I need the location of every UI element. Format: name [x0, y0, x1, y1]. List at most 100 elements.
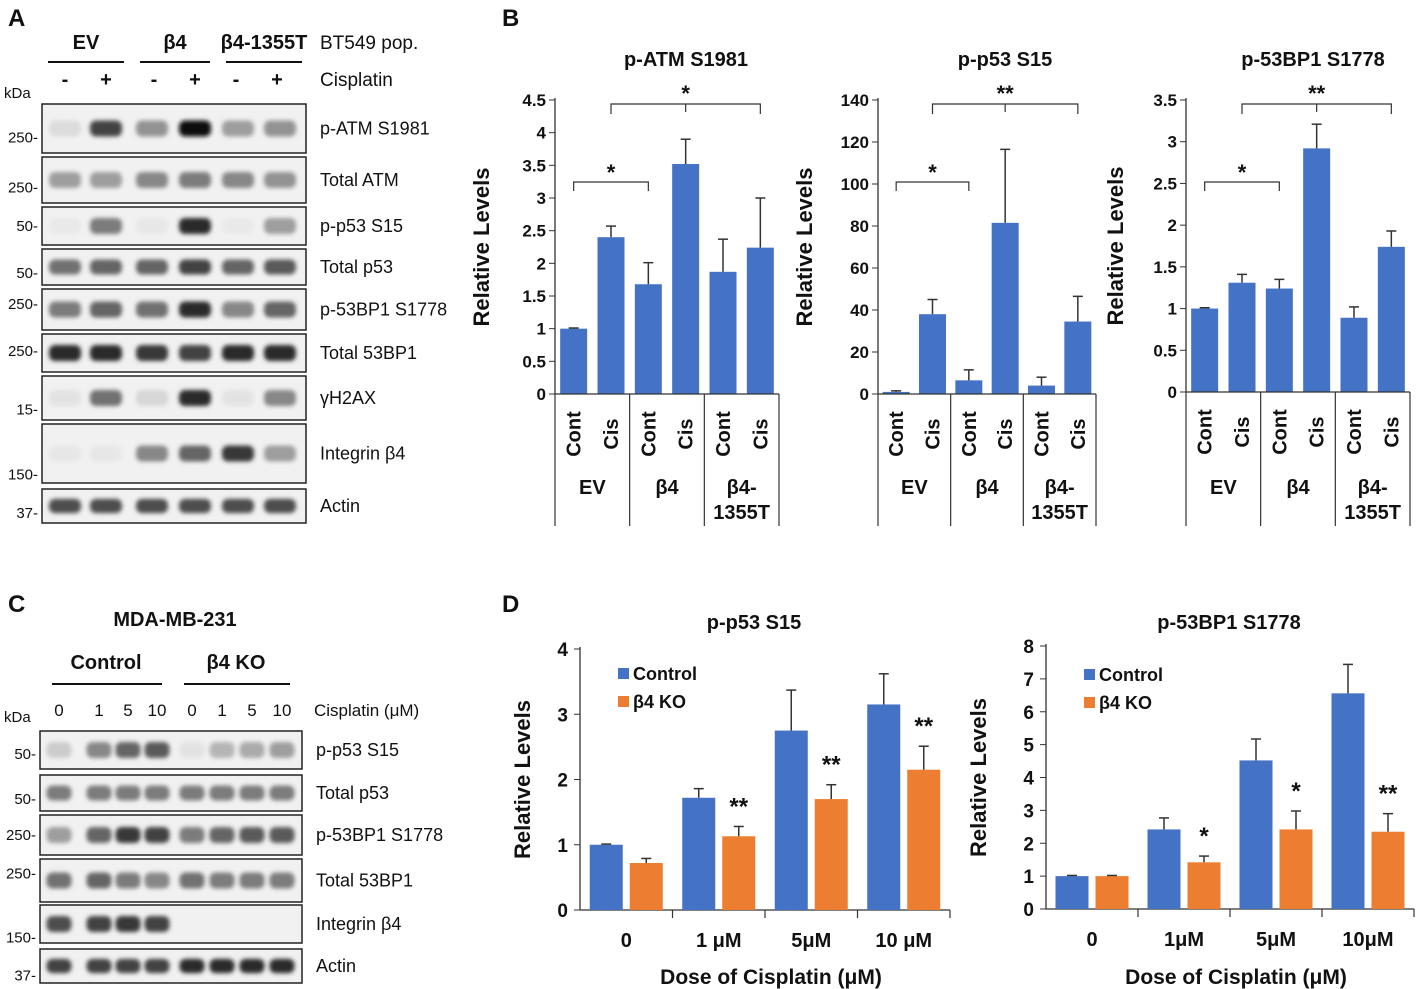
blot-band: [115, 742, 141, 758]
blot-row: 15- γH2AX: [16, 375, 376, 421]
bar: [709, 271, 737, 394]
panel-letter-a: A: [8, 5, 25, 32]
blot-band: [264, 345, 296, 361]
x-category-label: 0: [621, 930, 632, 952]
blot-band: [49, 345, 81, 361]
bar: [634, 284, 662, 394]
bar: [919, 314, 946, 394]
blot-band: [46, 785, 72, 801]
blot-row: 150- Integrin β4: [6, 904, 401, 947]
blot-band: [90, 301, 122, 318]
blot-band: [209, 872, 235, 889]
blot-frame: [39, 814, 303, 856]
blot-row-label: Total 53BP1: [320, 343, 417, 363]
blot-band: [90, 172, 122, 188]
blot-frame: [41, 488, 307, 524]
y-tick-label: 3.5: [1153, 91, 1177, 110]
significance-bracket: [610, 103, 761, 114]
blot-band: [264, 390, 296, 406]
blot-band: [179, 259, 211, 275]
x-category-label: 1μM: [1164, 929, 1204, 951]
legend-swatch: [618, 668, 629, 679]
blot-kda-marker: 37-: [16, 505, 38, 522]
blot-row-label: Total 53BP1: [316, 871, 413, 891]
blot-kda-marker: 50-: [14, 791, 36, 808]
x-group-label: 1355T: [1031, 502, 1088, 524]
y-tick-label: 2: [537, 254, 546, 273]
blot-row: 250- Total 53BP1: [8, 333, 417, 373]
y-axis-label: Relative Levels: [469, 168, 494, 327]
blot-band: [46, 916, 72, 932]
y-axis-label: Relative Levels: [510, 700, 535, 859]
blot-band: [136, 390, 168, 406]
blot-band: [136, 445, 168, 462]
blot-c-rows: 50- p-p53 S15 50- Total p53 250- p-53BP1 S177…: [6, 730, 443, 985]
blot-band: [90, 120, 122, 137]
y-tick-label: 140: [841, 91, 869, 110]
chart-title: p-p53 S15: [958, 49, 1052, 71]
blot-row-label: Total p53: [316, 783, 389, 803]
blot-a-group-b4: β4: [163, 32, 187, 54]
blot-band: [179, 345, 211, 361]
blot-band: [179, 785, 205, 801]
bar: [597, 237, 625, 394]
blot-kda-marker: 250-: [8, 343, 38, 360]
blot-band: [49, 301, 81, 318]
blot-row: 50- Total p53: [16, 248, 393, 286]
x-category-label: Cis: [676, 418, 698, 449]
blot-band: [90, 259, 122, 275]
significance-label: *: [681, 81, 690, 106]
significance-bracket: [931, 103, 1079, 114]
y-tick-label: 0: [537, 385, 546, 404]
blot-band: [136, 120, 168, 137]
blot-kda-marker: 50-: [14, 746, 36, 763]
y-axis-label: Relative Levels: [792, 168, 817, 327]
blot-kda-marker: 15-: [16, 401, 38, 418]
blot-c-dose-3: 5: [123, 701, 132, 720]
bar-b4ko: [629, 863, 663, 910]
bar-b4ko: [1279, 829, 1313, 909]
blot-row-label: p-53BP1 S1778: [320, 300, 447, 320]
x-group-label: β4-: [727, 477, 757, 499]
blot-band: [239, 958, 265, 974]
blot-band: [209, 785, 235, 801]
blot-kda-marker: 50-: [16, 265, 38, 282]
y-tick-label: 2.5: [1153, 174, 1177, 193]
blot-band: [264, 301, 296, 318]
blot-band: [239, 827, 265, 843]
blot-band: [46, 958, 72, 974]
blot-row: 250- Total ATM: [8, 156, 399, 204]
blot-band: [144, 916, 170, 932]
y-tick-label: 60: [850, 259, 869, 278]
y-tick-label: 120: [841, 133, 869, 152]
x-group-label: EV: [579, 477, 606, 499]
y-tick-label: 1.5: [1153, 258, 1177, 277]
x-category-label: Cont: [1032, 411, 1054, 457]
bar: [882, 391, 910, 394]
bar-control: [1239, 760, 1273, 909]
blot-band: [179, 390, 211, 406]
bar: [746, 247, 774, 394]
y-tick-label: 0: [1023, 900, 1034, 921]
x-category-label: Cont: [564, 411, 586, 457]
bar: [1340, 317, 1368, 392]
blot-a-sign-5: -: [233, 69, 240, 91]
y-tick-label: 2: [1168, 216, 1177, 235]
blot-band: [49, 218, 81, 234]
y-tick-label: 0.5: [1153, 341, 1177, 360]
chart-p-53bp1-s1778: p-53BP1 S1778 Relative Levels 0 0.5 1 1.5 2 2.5…: [1103, 49, 1411, 526]
blot-band: [239, 785, 265, 801]
blot-band: [269, 785, 295, 801]
blot-band: [269, 742, 295, 758]
blot-row: 250- Total 53BP1: [6, 858, 413, 903]
significance-bracket: [573, 181, 649, 191]
chart-p-p53-s15: p-p53 S15 Relative Levels 0 20 40 60 80 100 120 1…: [792, 49, 1097, 526]
blot-band: [90, 345, 122, 361]
blot-band: [264, 259, 296, 275]
significance-bracket: [895, 181, 970, 191]
significance-label: **: [997, 81, 1015, 106]
bar-b4ko: [1095, 876, 1129, 909]
chart-p-atm-s1981: p-ATM S1981 Relative Levels 0 0.5 1 1.5 2 2.5 3 3…: [469, 49, 780, 526]
y-tick-label: 5: [1023, 736, 1034, 757]
